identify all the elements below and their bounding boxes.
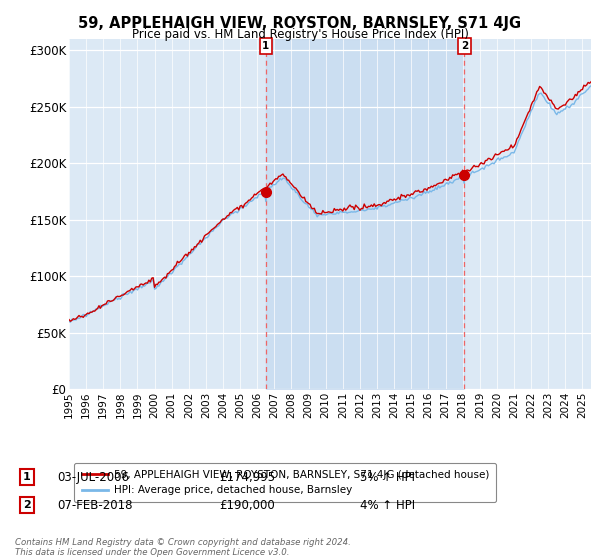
Text: 03-JUL-2006: 03-JUL-2006 bbox=[57, 470, 129, 484]
Text: Contains HM Land Registry data © Crown copyright and database right 2024.
This d: Contains HM Land Registry data © Crown c… bbox=[15, 538, 351, 557]
Text: 59, APPLEHAIGH VIEW, ROYSTON, BARNSLEY, S71 4JG: 59, APPLEHAIGH VIEW, ROYSTON, BARNSLEY, … bbox=[79, 16, 521, 31]
Text: 2: 2 bbox=[23, 500, 31, 510]
Text: 4% ↑ HPI: 4% ↑ HPI bbox=[360, 498, 415, 512]
Legend: 59, APPLEHAIGH VIEW, ROYSTON, BARNSLEY, S71 4JG (detached house), HPI: Average p: 59, APPLEHAIGH VIEW, ROYSTON, BARNSLEY, … bbox=[74, 463, 496, 502]
Text: Price paid vs. HM Land Registry's House Price Index (HPI): Price paid vs. HM Land Registry's House … bbox=[131, 28, 469, 41]
Text: 1: 1 bbox=[23, 472, 31, 482]
Text: £190,000: £190,000 bbox=[219, 498, 275, 512]
Text: 07-FEB-2018: 07-FEB-2018 bbox=[57, 498, 133, 512]
Text: 5% ↑ HPI: 5% ↑ HPI bbox=[360, 470, 415, 484]
Text: 2: 2 bbox=[461, 41, 468, 51]
Text: £174,995: £174,995 bbox=[219, 470, 275, 484]
Text: 1: 1 bbox=[262, 41, 269, 51]
